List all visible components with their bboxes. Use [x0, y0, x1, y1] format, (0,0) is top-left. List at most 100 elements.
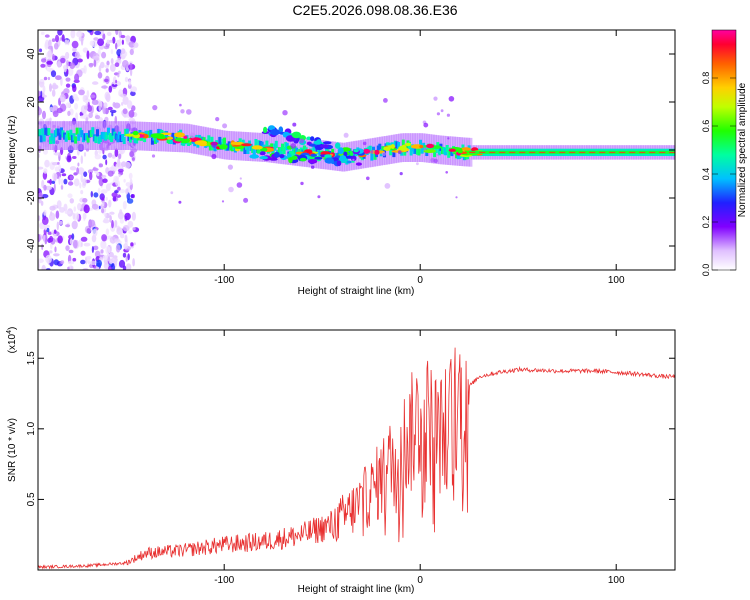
noise-speck: [46, 67, 54, 72]
ridge-core: [94, 135, 98, 144]
ridge-core: [324, 147, 328, 155]
ridge-core: [77, 133, 81, 141]
noise-speck: [47, 76, 51, 81]
scatter-blob: [423, 122, 429, 128]
noise-speck: [80, 36, 84, 46]
ridge-core: [332, 153, 336, 161]
noise-speck: [60, 184, 64, 190]
noise-speck: [125, 182, 131, 187]
scatter-blob: [447, 137, 450, 140]
noise-speck: [38, 166, 44, 170]
noise-speck: [83, 152, 87, 157]
noise-speck: [121, 161, 127, 168]
noise-speck: [121, 39, 124, 45]
ridge-core: [47, 128, 51, 136]
noise-speck: [115, 79, 118, 84]
ridge-halo: [287, 136, 292, 165]
noise-speck: [105, 228, 110, 236]
noise-speck: [112, 196, 117, 202]
noise-speck: [38, 233, 41, 243]
noise-speck: [97, 38, 105, 46]
noise-speck: [44, 227, 47, 231]
noise-speck: [106, 254, 111, 262]
noise-speck: [80, 155, 84, 165]
x-tick-label: -100: [214, 275, 234, 286]
colorbar-tick-label: 0.6: [701, 120, 711, 133]
ridge-core: [102, 132, 106, 140]
ridge-core: [281, 143, 284, 151]
noise-speck: [102, 154, 107, 160]
noise-speck: [119, 218, 124, 224]
noise-speck: [80, 190, 84, 195]
noise-speck: [66, 155, 72, 163]
ridge-core: [317, 147, 321, 155]
ridge-core: [41, 128, 45, 136]
y-tick-label: 20: [26, 96, 37, 108]
noise-speck: [118, 153, 122, 160]
ridge-hotspot: [167, 136, 174, 140]
ridge-core: [303, 145, 306, 153]
scatter-blob: [416, 162, 419, 166]
noise-speck: [109, 211, 115, 215]
noise-speck: [44, 159, 50, 168]
noise-speck: [86, 228, 91, 234]
noise-speck: [72, 239, 78, 249]
ridge-hotspot: [398, 145, 407, 151]
noise-speck: [107, 265, 112, 270]
branch-mark: [336, 160, 342, 167]
noise-speck: [49, 212, 56, 221]
noise-speck: [123, 178, 126, 183]
ridge-core: [392, 149, 396, 158]
noise-speck: [82, 94, 86, 102]
noise-speck: [71, 40, 79, 49]
noise-speck: [112, 101, 116, 108]
ridge-core: [420, 146, 424, 154]
ridge-halo: [47, 121, 52, 150]
branch-mark: [324, 157, 334, 164]
ridge-halo: [179, 123, 184, 153]
noise-speck: [90, 94, 96, 99]
ridge-core: [107, 127, 110, 135]
noise-speck: [103, 78, 109, 83]
noise-speck: [41, 243, 44, 251]
branch-mark: [314, 156, 323, 160]
ridge-hotspot: [426, 143, 435, 149]
noise-speck: [72, 257, 77, 262]
ridge-core: [85, 133, 88, 141]
scatter-blob: [311, 165, 315, 169]
ridge-core: [447, 150, 451, 158]
noise-speck: [58, 220, 63, 225]
noise-speck: [60, 260, 65, 265]
branch-mark: [307, 159, 318, 164]
ridge-core: [252, 147, 256, 155]
noise-speck: [92, 228, 98, 237]
noise-speck: [55, 34, 59, 43]
noise-speck: [53, 183, 56, 192]
ridge-core: [331, 148, 335, 156]
ridge-core: [445, 145, 449, 153]
ridge-core: [450, 148, 454, 157]
snr-multiplier-text: (x10: [7, 333, 18, 353]
noise-speck: [60, 77, 63, 86]
ridge-hotspot: [241, 143, 252, 147]
ridge-core: [111, 128, 115, 136]
ridge-core: [122, 136, 126, 144]
y-tick-label: -20: [26, 190, 37, 205]
ridge-core: [282, 147, 286, 155]
noise-speck: [125, 35, 131, 43]
colorbar-ticks: 0.0 0.2 0.4 0.6 0.8: [701, 72, 736, 276]
noise-speck: [88, 63, 94, 68]
branch-mark: [259, 151, 266, 156]
noise-speck: [58, 164, 62, 173]
noise-speck: [71, 220, 78, 230]
noise-speck: [91, 99, 99, 106]
noise-speck: [117, 211, 124, 220]
noise-speck: [108, 199, 112, 208]
noise-speck: [127, 253, 130, 261]
noise-speck: [49, 235, 54, 243]
ridge-core: [389, 148, 393, 156]
scatter-blob: [366, 176, 370, 181]
branch-mark: [291, 131, 302, 139]
scatter-blob: [299, 138, 305, 144]
noise-speck: [115, 244, 121, 253]
